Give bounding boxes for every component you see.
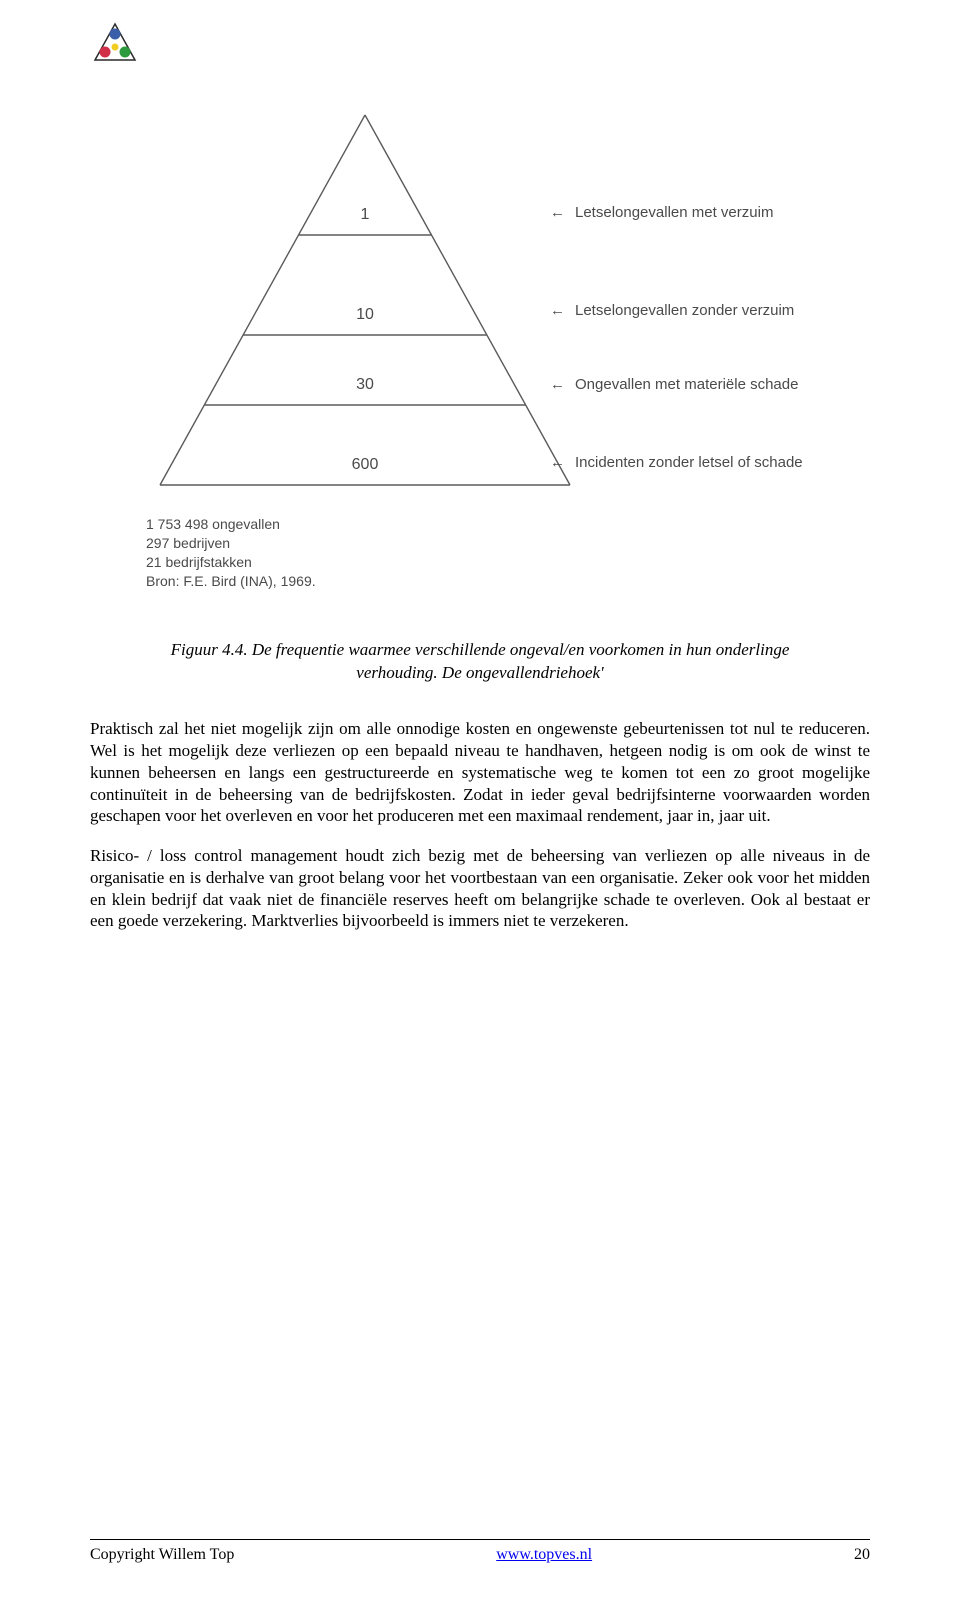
figure-caption: Figuur 4.4. De frequentie waarmee versch… — [90, 639, 870, 685]
svg-text:←: ← — [550, 454, 565, 471]
svg-text:←: ← — [550, 302, 565, 319]
body-paragraph-2: Risico- / loss control management houdt … — [90, 845, 870, 932]
svg-text:30: 30 — [356, 376, 374, 393]
footer-pagenum: 20 — [854, 1546, 870, 1564]
body-paragraph-1: Praktisch zal het niet mogelijk zijn om … — [90, 718, 870, 827]
svg-text:Letselongevallen met verzuim: Letselongevallen met verzuim — [575, 204, 773, 221]
caption-line-1: Figuur 4.4. De frequentie waarmee versch… — [171, 640, 790, 659]
page-footer: Copyright Willem Top www.topves.nl 20 — [90, 1539, 870, 1564]
svg-text:Ongevallen met materiële schad: Ongevallen met materiële schade — [575, 376, 798, 393]
svg-text:600: 600 — [352, 456, 379, 473]
accident-pyramid: 1 ← Letselongevallen met verzuim 10 ← Letselo… — [140, 105, 840, 505]
triangle-logo-icon — [90, 20, 140, 70]
caption-line-2: verhouding. De ongevallendriehoek' — [356, 663, 603, 682]
page: 1 ← Letselongevallen met verzuim 10 ← Letselo… — [0, 0, 960, 1598]
figure-footnotes: 1 753 498 ongevallen 297 bedrijven 21 be… — [146, 515, 870, 591]
footnote-line: Bron: F.E. Bird (INA), 1969. — [146, 572, 870, 591]
footer-copyright: Copyright Willem Top — [90, 1546, 234, 1564]
svg-text:1: 1 — [361, 206, 370, 223]
footnote-line: 297 bedrijven — [146, 534, 870, 553]
svg-text:10: 10 — [356, 306, 374, 323]
svg-text:←: ← — [550, 376, 565, 393]
header-logo — [90, 20, 870, 75]
svg-text:Incidenten zonder letsel of sc: Incidenten zonder letsel of schade — [575, 454, 803, 471]
svg-text:←: ← — [550, 204, 565, 221]
footer-link[interactable]: www.topves.nl — [496, 1546, 592, 1564]
footnote-line: 1 753 498 ongevallen — [146, 515, 870, 534]
footnote-line: 21 bedrijfstakken — [146, 553, 870, 572]
pyramid-figure: 1 ← Letselongevallen met verzuim 10 ← Letselo… — [90, 105, 870, 591]
svg-text:Letselongevallen zonder verzui: Letselongevallen zonder verzuim — [575, 302, 794, 319]
